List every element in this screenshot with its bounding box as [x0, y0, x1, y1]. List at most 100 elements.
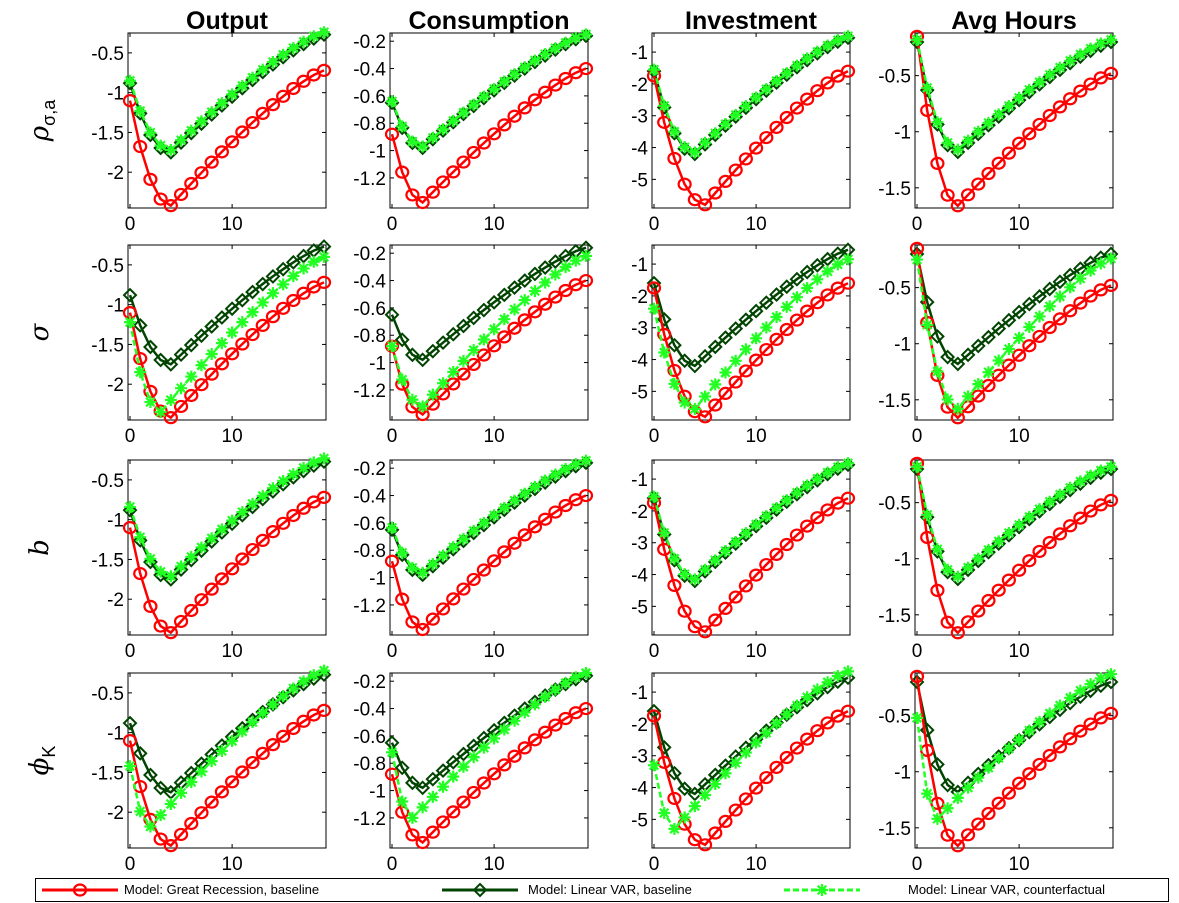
circle-marker	[1032, 544, 1047, 559]
star-marker	[164, 570, 177, 583]
circle-marker	[1052, 527, 1068, 541]
circle-marker	[749, 141, 764, 155]
y-tick-label: -0.2	[353, 459, 386, 480]
circle-marker	[708, 186, 723, 200]
y-tick-label: -1	[369, 569, 386, 590]
column-title: Investment	[685, 7, 818, 35]
series-line	[128, 496, 325, 635]
series-circle	[909, 669, 1119, 853]
star-marker	[709, 127, 722, 140]
diamond-marker	[183, 552, 199, 568]
star-marker	[780, 708, 793, 721]
legend: Model: Great Recession, baseline Model: …	[35, 878, 1169, 902]
circle-marker	[276, 516, 291, 530]
star-marker	[688, 146, 701, 159]
star-marker	[447, 541, 460, 554]
star-marker	[164, 394, 177, 407]
circle-marker	[133, 139, 148, 154]
star-marker	[1084, 42, 1097, 55]
star-marker	[750, 91, 763, 104]
circle-marker	[1001, 358, 1016, 372]
y-tick-label: -2	[631, 75, 648, 96]
circle-marker	[497, 545, 512, 559]
star-marker	[154, 406, 167, 419]
circle-marker	[456, 795, 471, 809]
circle-marker	[810, 724, 825, 738]
y-tick-label: -0.6	[353, 299, 386, 320]
circle-marker	[517, 741, 532, 755]
circle-marker	[708, 826, 723, 840]
star-marker	[195, 765, 208, 778]
y-tick-label: -2	[107, 375, 124, 396]
axes-frame	[127, 672, 327, 849]
diamond-marker	[445, 326, 461, 342]
star-marker	[426, 131, 439, 144]
circle-marker	[718, 814, 733, 828]
circle-marker	[173, 399, 189, 414]
legend-item-linear-var-counterfactual: Model: Linear VAR, counterfactual	[782, 879, 1168, 901]
diamond-marker	[194, 328, 209, 344]
series-line	[915, 252, 1112, 366]
star-marker	[144, 126, 157, 139]
circle-marker	[940, 615, 955, 629]
circle-marker	[456, 367, 471, 381]
star-marker	[1002, 742, 1015, 755]
star-marker	[1023, 83, 1036, 96]
star-marker	[1033, 715, 1046, 728]
star-marker	[185, 776, 198, 789]
star-marker	[951, 791, 964, 804]
circle-marker	[316, 63, 332, 77]
circle-marker	[820, 76, 835, 90]
star-marker	[678, 396, 691, 409]
diamond-marker	[214, 525, 230, 540]
star-marker	[416, 566, 429, 579]
star-marker	[477, 333, 490, 346]
circle-marker	[708, 613, 723, 627]
diamond-marker	[245, 499, 260, 515]
diamond-marker	[950, 356, 966, 372]
star-marker	[569, 458, 582, 471]
circle-marker	[548, 718, 563, 732]
star-marker	[1013, 518, 1026, 531]
star-marker	[549, 683, 562, 696]
star-marker	[1033, 310, 1046, 323]
star-marker	[195, 115, 208, 128]
star-marker	[134, 805, 147, 818]
circle-marker	[194, 378, 209, 392]
star-marker	[508, 303, 521, 316]
y-tick-label: -0.8	[353, 326, 386, 347]
star-marker	[790, 59, 803, 72]
star-marker	[811, 273, 824, 286]
series-star	[911, 460, 1117, 583]
star-marker	[416, 801, 429, 814]
star-marker	[1043, 707, 1056, 720]
star-marker	[811, 683, 824, 696]
star-marker	[396, 120, 409, 133]
star-marker	[972, 378, 985, 391]
circle-marker	[991, 583, 1006, 597]
series-star	[648, 665, 854, 835]
circle-marker	[759, 557, 774, 572]
circle-marker	[245, 542, 260, 557]
star-marker	[699, 390, 712, 403]
y-tick-label: -0.5	[878, 279, 911, 300]
diamond-marker	[697, 348, 713, 364]
circle-marker	[296, 714, 311, 728]
star-marker	[1023, 320, 1036, 333]
diamond-marker	[275, 476, 291, 492]
diamond-marker	[316, 667, 332, 683]
star-marker	[1064, 281, 1077, 294]
circle-marker	[163, 626, 178, 640]
star-marker	[931, 116, 944, 129]
y-tick-label: -1	[894, 123, 911, 144]
circle-marker	[395, 592, 410, 606]
circle-marker	[800, 519, 815, 533]
star-marker	[1002, 343, 1015, 356]
x-tick-label: 10	[222, 426, 243, 447]
column-title: Consumption	[408, 7, 569, 35]
diamond-marker	[265, 483, 281, 499]
diamond-marker	[718, 330, 733, 346]
diamond-marker	[1052, 274, 1068, 290]
circle-marker	[1052, 312, 1068, 326]
circle-marker	[779, 110, 794, 125]
